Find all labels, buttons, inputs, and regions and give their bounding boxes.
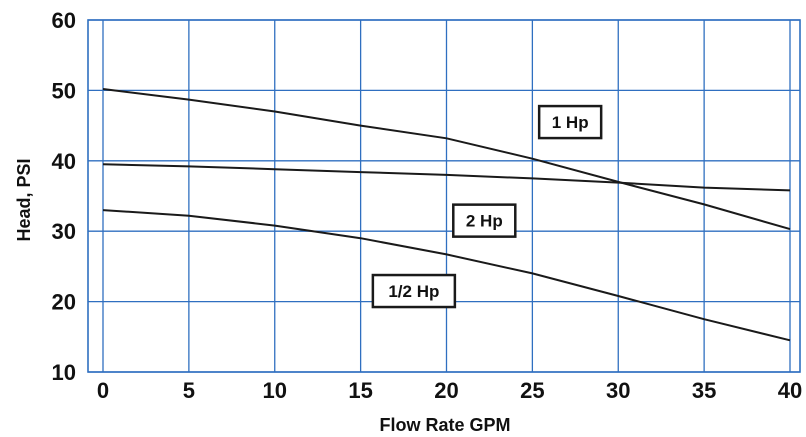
y-tick-label: 60 xyxy=(52,8,76,33)
y-tick-label: 40 xyxy=(52,149,76,174)
x-tick-label: 20 xyxy=(434,378,458,403)
curve-label-text: 2 Hp xyxy=(466,212,503,231)
x-tick-label: 15 xyxy=(348,378,372,403)
curves xyxy=(102,88,791,342)
y-tick-label: 10 xyxy=(52,360,76,385)
x-tick-label: 40 xyxy=(778,378,802,403)
x-tick-label: 35 xyxy=(692,378,716,403)
x-tick-label: 30 xyxy=(606,378,630,403)
x-tick-label: 5 xyxy=(183,378,195,403)
y-axis-title: Head, PSI xyxy=(14,158,34,241)
curve-label-text: 1 Hp xyxy=(552,113,589,132)
x-tick-label: 25 xyxy=(520,378,544,403)
y-tick-labels: 10 20 30 40 50 60 xyxy=(52,8,76,385)
curve-2-hp xyxy=(102,163,791,192)
x-tick-label: 10 xyxy=(263,378,287,403)
curve-label-box: 1/2 Hp xyxy=(371,273,457,309)
curve-1-hp xyxy=(102,88,791,231)
curve-labels: 1 Hp 2 Hp 1/2 Hp xyxy=(371,104,603,309)
x-axis-title: Flow Rate GPM xyxy=(379,415,510,435)
y-tick-label: 20 xyxy=(52,290,76,315)
gridlines xyxy=(87,19,801,373)
y-tick-label: 30 xyxy=(52,219,76,244)
curve-label-box: 2 Hp xyxy=(452,203,517,238)
x-tick-label: 0 xyxy=(97,378,109,403)
curve-1-2-hp xyxy=(102,209,791,342)
curve-label-frame xyxy=(452,203,517,238)
curve-label-box: 1 Hp xyxy=(537,104,603,140)
curve-label-text: 1/2 Hp xyxy=(388,282,439,301)
x-tick-labels: 0 5 10 15 20 25 30 35 40 xyxy=(97,378,802,403)
plot-frame xyxy=(87,19,801,373)
curve-label-frame xyxy=(371,273,457,309)
y-tick-label: 50 xyxy=(52,78,76,103)
curve-label-frame xyxy=(537,104,603,140)
